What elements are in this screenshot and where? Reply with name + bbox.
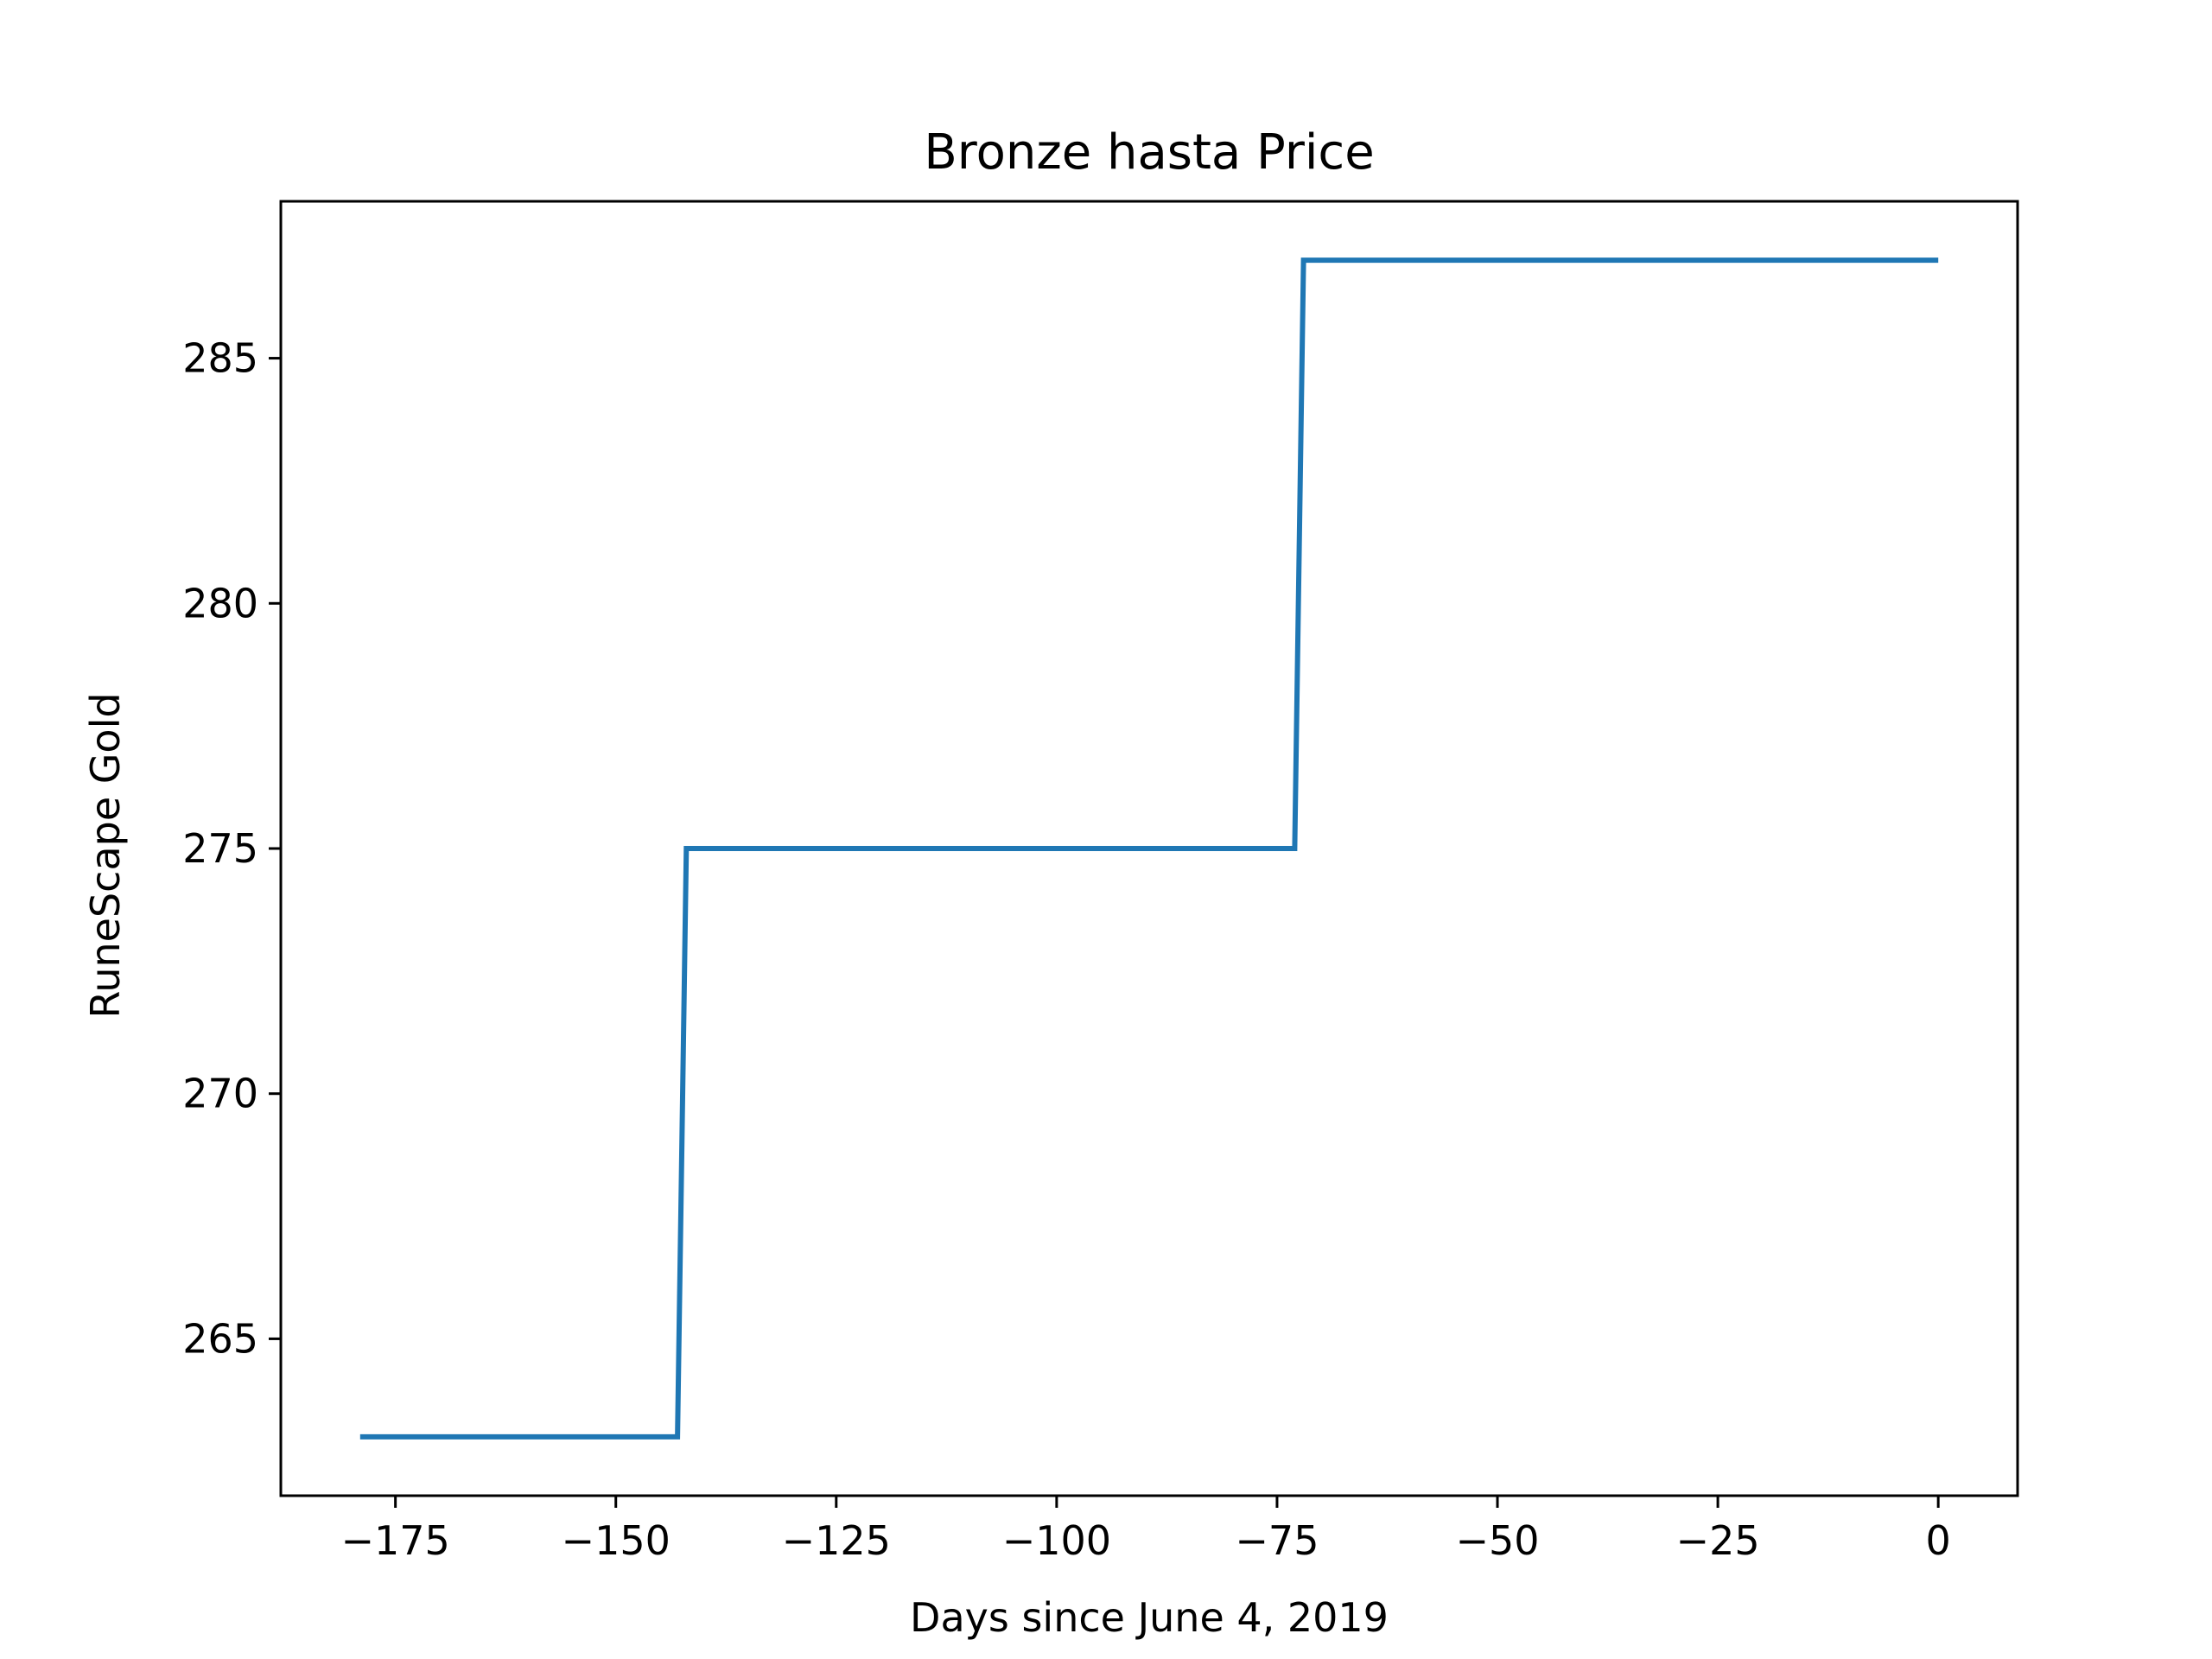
x-axis-title: Days since June 4, 2019: [910, 1594, 1389, 1641]
y-tick-label: 265: [182, 1315, 258, 1362]
x-tick-label: −150: [562, 1517, 671, 1564]
x-tick-label: 0: [1926, 1517, 1951, 1564]
x-tick-label: −50: [1455, 1517, 1539, 1564]
x-tick-label: −125: [782, 1517, 891, 1564]
y-axis-title: RuneScape Gold: [82, 692, 129, 1018]
x-axis: −175 −150 −125 −100 −75 −50 −25 0: [340, 1496, 1951, 1564]
plot-area: [359, 257, 1939, 1440]
y-tick-label: 280: [182, 580, 258, 626]
y-tick-label: 270: [182, 1071, 258, 1117]
x-tick-label: −25: [1676, 1517, 1760, 1564]
x-tick-label: −100: [1002, 1517, 1111, 1564]
y-axis: 265 270 275 280 285: [182, 335, 281, 1362]
series-line-0: [359, 257, 1939, 1440]
chart-title: Bronze hasta Price: [924, 124, 1374, 181]
x-tick-label: −75: [1235, 1517, 1319, 1564]
y-tick-label: 275: [182, 825, 258, 872]
x-tick-label: −175: [340, 1517, 449, 1564]
y-tick-label: 285: [182, 335, 258, 382]
